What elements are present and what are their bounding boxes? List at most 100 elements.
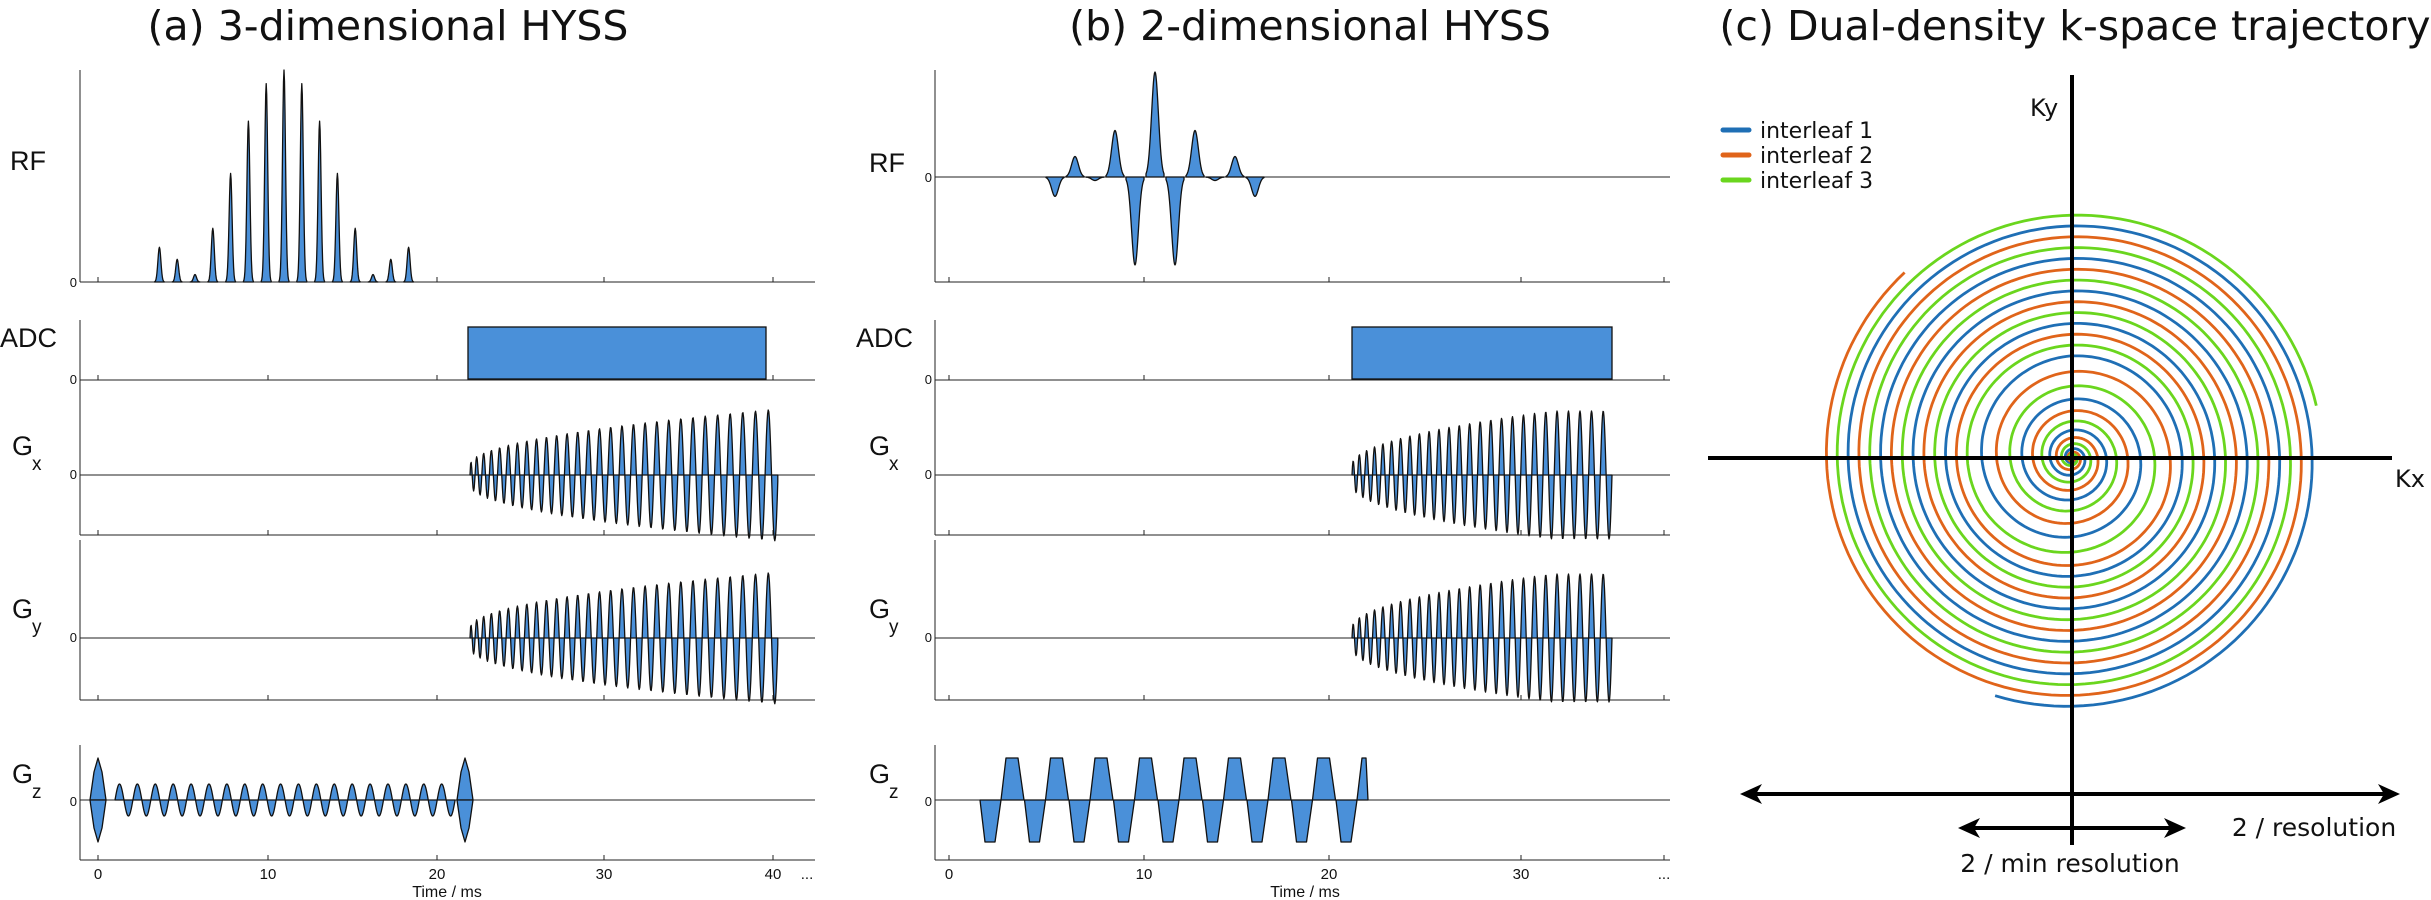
resolution-label: 2 / resolution	[2232, 813, 2396, 842]
row-label-gx: G	[12, 431, 33, 461]
spiral-interleaf-2	[1824, 235, 2303, 697]
spiral-interleaf-3	[1835, 213, 2318, 687]
rf-subpulse	[385, 258, 397, 283]
gz-trapezoid-lobe	[1356, 757, 1369, 801]
rf-subpulse	[1125, 176, 1145, 266]
tick-label: 0	[945, 866, 953, 883]
gy-readout-waveform	[1351, 573, 1613, 703]
tick-label: ...	[801, 866, 814, 883]
rf-subpulse	[367, 273, 379, 283]
panel-c-title: (c) Dual-density k-space trajectory	[1719, 2, 2430, 50]
zero-label-gz: 0	[70, 794, 77, 809]
gz-crusher-lobe	[456, 757, 474, 801]
rf-subpulse	[242, 120, 255, 283]
gz-trapezoid-lobe	[1335, 799, 1358, 843]
zero-label-rf: 0	[925, 170, 932, 185]
row-label-adc: ADC	[0, 323, 57, 353]
rf-subpulse	[349, 227, 361, 283]
gz-trapezoid-lobe	[1068, 799, 1091, 843]
gz-trapezoid-lobe	[1201, 799, 1225, 843]
rf-subpulse	[1205, 176, 1225, 182]
gz-trapezoid-lobe	[1222, 757, 1248, 801]
zero-label-gy: 0	[70, 630, 77, 645]
row-label-gy-subscript: y	[889, 617, 899, 638]
rf-subpulse	[224, 172, 237, 283]
rf-subpulse	[1065, 155, 1085, 178]
tick-label: 10	[1136, 866, 1153, 883]
rf-subpulse	[1165, 176, 1185, 266]
gz-trapezoid-lobe	[1246, 799, 1269, 843]
panel-b-row-labels: RF ADC G x G y G z 0 0 0 0 0	[856, 148, 932, 809]
zero-label-gz: 0	[925, 794, 932, 809]
legend: interleaf 1 interleaf 2 interleaf 3	[1720, 119, 1873, 194]
row-label-gy: G	[12, 594, 33, 624]
x-axis-label: Time / ms	[412, 884, 482, 900]
rf-subpulse	[296, 83, 308, 283]
tick-label: 30	[1513, 866, 1530, 883]
rf-subpulse	[1085, 176, 1105, 182]
panel-b-time-axis: 0 10 20 30 ... Time / ms	[945, 866, 1670, 900]
panel-a-sequence-diagram: RF ADC G x G y G z 0 0 0 0 0 0 10 20 30 …	[0, 69, 815, 900]
gz-crusher-lobe	[89, 757, 107, 801]
gz-trapezoid-lobe	[1044, 757, 1070, 801]
zero-label-gx: 0	[70, 467, 77, 482]
panel-a-time-axis: 0 10 20 30 40 ... Time / ms	[94, 866, 813, 900]
gz-crusher-lobe	[89, 799, 107, 843]
rf-subpulse	[1225, 155, 1245, 178]
zero-label-rf: 0	[70, 275, 77, 290]
adc-window	[1351, 326, 1613, 380]
gz-trapezoid-lobe	[1290, 799, 1314, 843]
gz-trapezoid-lobe	[1157, 799, 1180, 843]
min-resolution-label: 2 / min resolution	[1960, 849, 2179, 878]
tick-label: 40	[765, 866, 782, 883]
zero-label-gx: 0	[925, 467, 932, 482]
tick-label: 20	[1321, 866, 1338, 883]
panel-a-title: (a) 3-dimensional HYSS	[148, 2, 629, 50]
min-resolution-arrow-head-left	[1958, 818, 1980, 838]
row-label-gz-subscript: z	[889, 782, 899, 803]
gz-crusher-lobe	[456, 799, 474, 843]
panel-c-kspace: interleaf 1 interleaf 2 interleaf 3 Ky K…	[1708, 75, 2425, 878]
row-label-gz: G	[869, 759, 890, 789]
row-label-gx-subscript: x	[32, 454, 42, 475]
rf-subpulse	[1045, 176, 1065, 198]
row-label-gz-subscript: z	[32, 782, 42, 803]
spiral-interleaf-1	[1846, 224, 2314, 708]
rf-subpulse	[313, 120, 326, 283]
tick-label: ...	[1658, 866, 1671, 883]
rf-subpulse	[402, 246, 415, 283]
row-label-gx: G	[869, 431, 890, 461]
rf-subpulse	[153, 246, 166, 283]
gx-readout-waveform	[1351, 410, 1613, 540]
tick-label: 20	[429, 866, 446, 883]
row-label-gx-subscript: x	[889, 454, 899, 475]
row-label-gy-subscript: y	[32, 617, 42, 638]
rf-subpulse	[189, 273, 201, 283]
rf-subpulse	[171, 258, 183, 283]
resolution-arrow-head-left	[1740, 784, 1762, 804]
rf-subpulse	[331, 172, 344, 283]
adc-window	[467, 326, 767, 380]
tick-label: 30	[596, 866, 613, 883]
rf-subpulse	[260, 83, 272, 283]
rf-subpulse	[1245, 176, 1265, 198]
gz-trapezoid-lobe	[1023, 799, 1047, 843]
resolution-arrow-head-right	[2378, 784, 2400, 804]
min-resolution-arrow-head-right	[2164, 818, 2186, 838]
legend-label-interleaf-3: interleaf 3	[1760, 169, 1873, 194]
panel-a-row-labels: RF ADC G x G y G z 0 0 0 0 0	[0, 146, 77, 809]
row-label-rf: RF	[10, 146, 46, 176]
panel-b-sequence-diagram: RF ADC G x G y G z 0 0 0 0 0 0 10 20 30 …	[856, 70, 1670, 900]
gz-trapezoid-lobe	[979, 799, 1002, 843]
gz-trapezoid-lobe	[1133, 757, 1159, 801]
gz-trapezoid-lobe	[1112, 799, 1136, 843]
gy-readout-waveform	[469, 572, 779, 705]
gz-trapezoid-lobe	[1178, 757, 1203, 801]
ky-axis-label: Ky	[2030, 94, 2058, 122]
rf-subpulse	[1105, 129, 1125, 178]
panel-b-title: (b) 2-dimensional HYSS	[1069, 2, 1551, 50]
rf-subpulse	[1185, 129, 1205, 178]
gz-trapezoid-lobe	[1267, 757, 1292, 801]
row-label-adc: ADC	[856, 323, 913, 353]
